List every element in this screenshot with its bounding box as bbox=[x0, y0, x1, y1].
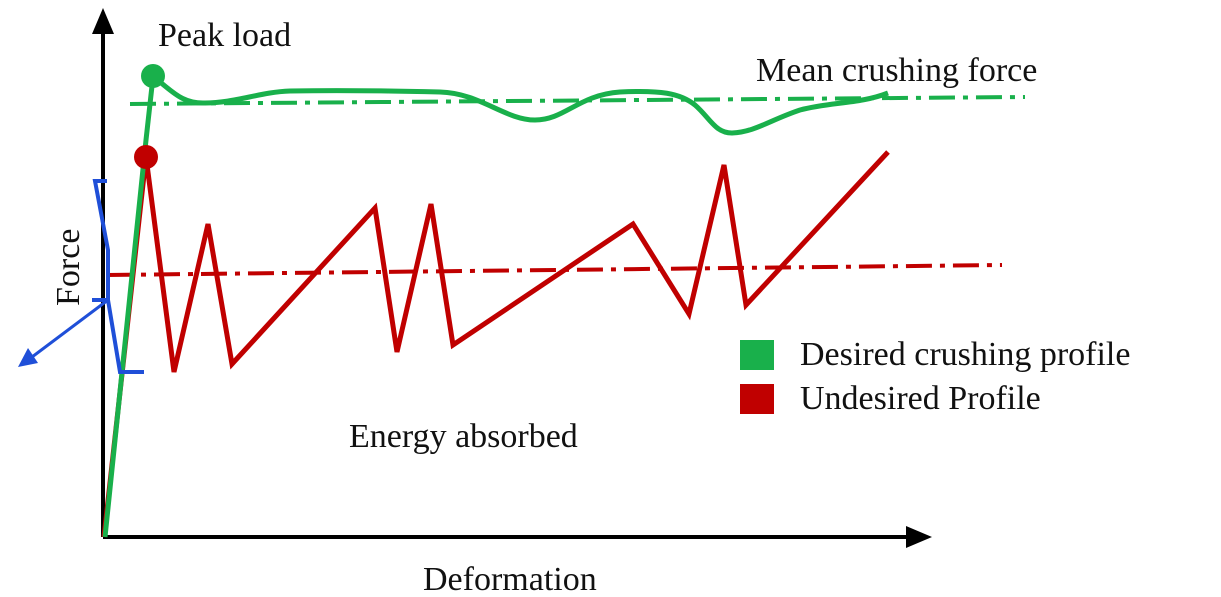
legend-label-desired: Desired crushing profile bbox=[800, 336, 1130, 373]
undesired-peak-marker bbox=[134, 145, 158, 169]
undesired-profile-curve bbox=[101, 150, 890, 538]
undesired-mean-line bbox=[106, 263, 1003, 277]
desired-profile-curve bbox=[102, 72, 889, 538]
mean-crushing-force-label: Mean crushing force bbox=[756, 52, 1037, 89]
force-brace bbox=[92, 179, 144, 374]
x-axis-arrowhead bbox=[906, 526, 932, 548]
peak-load-label: Peak load bbox=[158, 17, 291, 54]
legend-swatch-undesired bbox=[740, 384, 774, 414]
legend: Desired crushing profile Undesired Profi… bbox=[740, 336, 1130, 417]
desired-mean-line bbox=[129, 95, 1026, 106]
legend-swatch-desired bbox=[740, 340, 774, 370]
force-arrowhead bbox=[18, 348, 38, 367]
energy-absorbed-label: Energy absorbed bbox=[349, 418, 578, 455]
x-axis-label: Deformation bbox=[423, 561, 597, 597]
desired-peak-marker bbox=[141, 64, 165, 88]
legend-label-undesired: Undesired Profile bbox=[800, 380, 1041, 417]
y-axis-label: Force bbox=[50, 229, 87, 306]
force-arrow-shaft bbox=[27, 298, 109, 362]
y-axis-arrowhead bbox=[92, 8, 114, 34]
